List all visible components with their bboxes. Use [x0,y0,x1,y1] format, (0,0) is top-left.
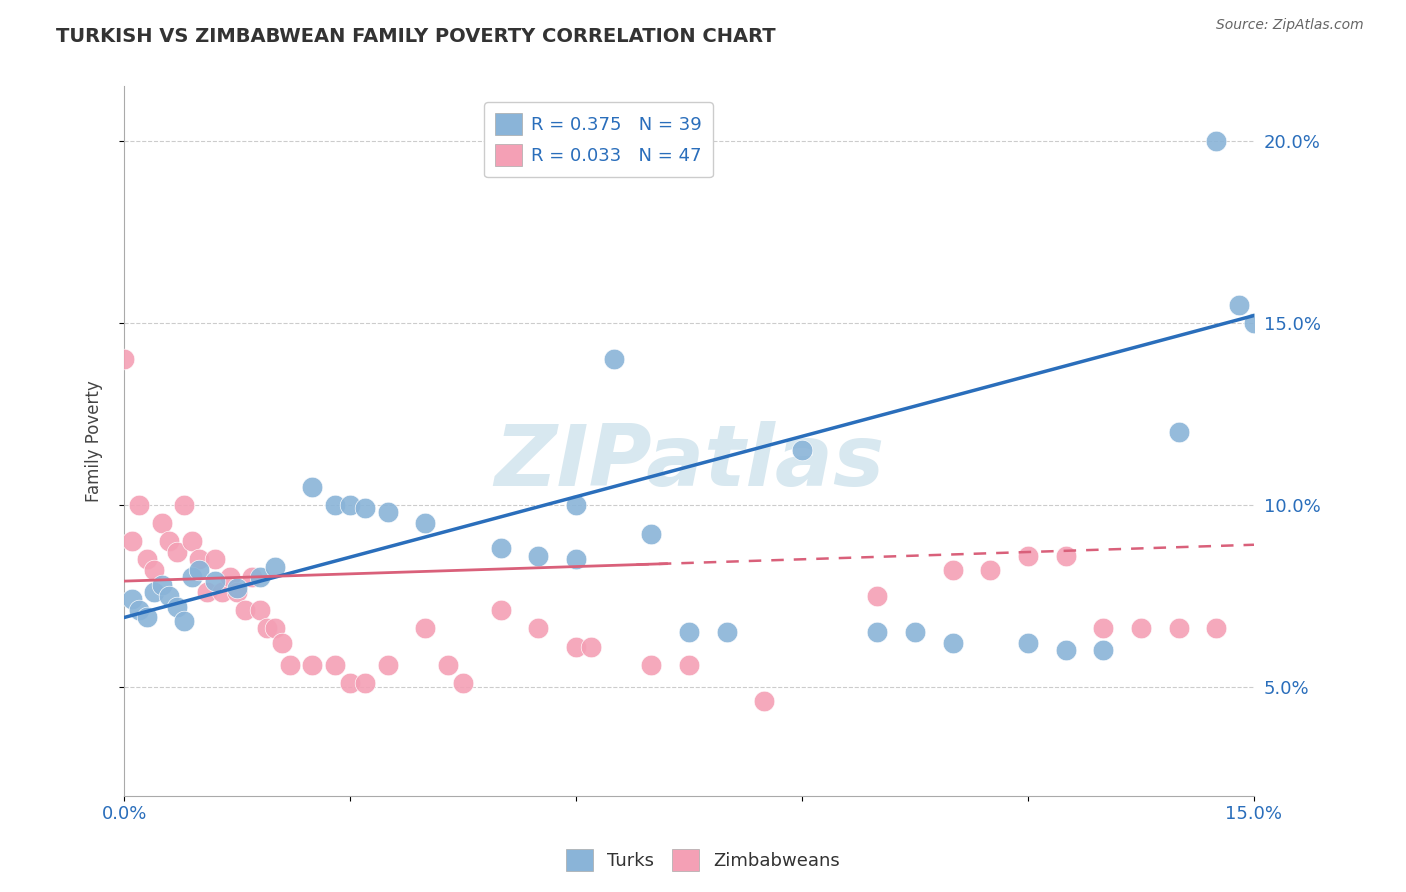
Point [263,559,285,574]
Point [678,657,700,672]
Legend: R = 0.375   N = 39, R = 0.033   N = 47: R = 0.375 N = 39, R = 0.033 N = 47 [485,103,713,178]
Point [527,621,550,635]
Point [271,636,294,650]
Point [1243,316,1265,330]
Point [415,516,437,530]
Point [1092,621,1115,635]
Point [181,534,204,549]
Point [1167,621,1189,635]
Point [204,552,226,566]
Point [301,479,323,493]
Point [157,534,180,549]
Point [263,621,285,635]
Point [150,578,173,592]
Point [1017,549,1039,563]
Point [565,640,588,654]
Point [979,563,1001,577]
Point [188,563,211,577]
Point [1167,425,1189,439]
Point [437,657,460,672]
Point [754,694,776,708]
Text: TURKISH VS ZIMBABWEAN FAMILY POVERTY CORRELATION CHART: TURKISH VS ZIMBABWEAN FAMILY POVERTY COR… [56,27,776,45]
Point [323,498,346,512]
Legend: Turks, Zimbabweans: Turks, Zimbabweans [558,842,848,879]
Point [565,552,588,566]
Point [226,585,249,599]
Point [128,603,150,617]
Point [323,657,346,672]
Point [716,625,738,640]
Point [339,498,361,512]
Point [377,657,399,672]
Point [166,599,188,614]
Point [135,610,157,624]
Y-axis label: Family Poverty: Family Poverty [86,380,103,502]
Point [249,570,271,584]
Point [1054,549,1077,563]
Point [527,549,550,563]
Point [211,585,233,599]
Point [354,676,377,690]
Point [942,563,965,577]
Point [112,352,135,367]
Point [451,676,474,690]
Point [1205,621,1227,635]
Point [1130,621,1153,635]
Point [301,657,323,672]
Point [1092,643,1115,657]
Point [128,498,150,512]
Point [904,625,927,640]
Point [204,574,226,588]
Point [278,657,301,672]
Point [565,498,588,512]
Point [942,636,965,650]
Point [249,603,271,617]
Point [195,585,218,599]
Point [415,621,437,635]
Point [1017,636,1039,650]
Point [135,552,157,566]
Point [678,625,700,640]
Point [143,585,166,599]
Point [157,589,180,603]
Point [173,498,195,512]
Point [1227,298,1250,312]
Point [226,582,249,596]
Point [233,603,256,617]
Point [354,501,377,516]
Point [181,570,204,584]
Point [1054,643,1077,657]
Point [218,570,240,584]
Point [579,640,602,654]
Point [377,505,399,519]
Point [166,545,188,559]
Point [143,563,166,577]
Point [173,614,195,628]
Point [866,589,889,603]
Point [256,621,278,635]
Point [121,592,143,607]
Point [150,516,173,530]
Point [640,657,662,672]
Point [121,534,143,549]
Point [603,352,626,367]
Point [489,603,512,617]
Point [1205,134,1227,148]
Point [866,625,889,640]
Point [790,443,813,458]
Point [489,541,512,556]
Text: Source: ZipAtlas.com: Source: ZipAtlas.com [1216,18,1364,32]
Point [640,526,662,541]
Point [339,676,361,690]
Text: ZIPatlas: ZIPatlas [494,421,884,504]
Point [240,570,263,584]
Point [188,552,211,566]
